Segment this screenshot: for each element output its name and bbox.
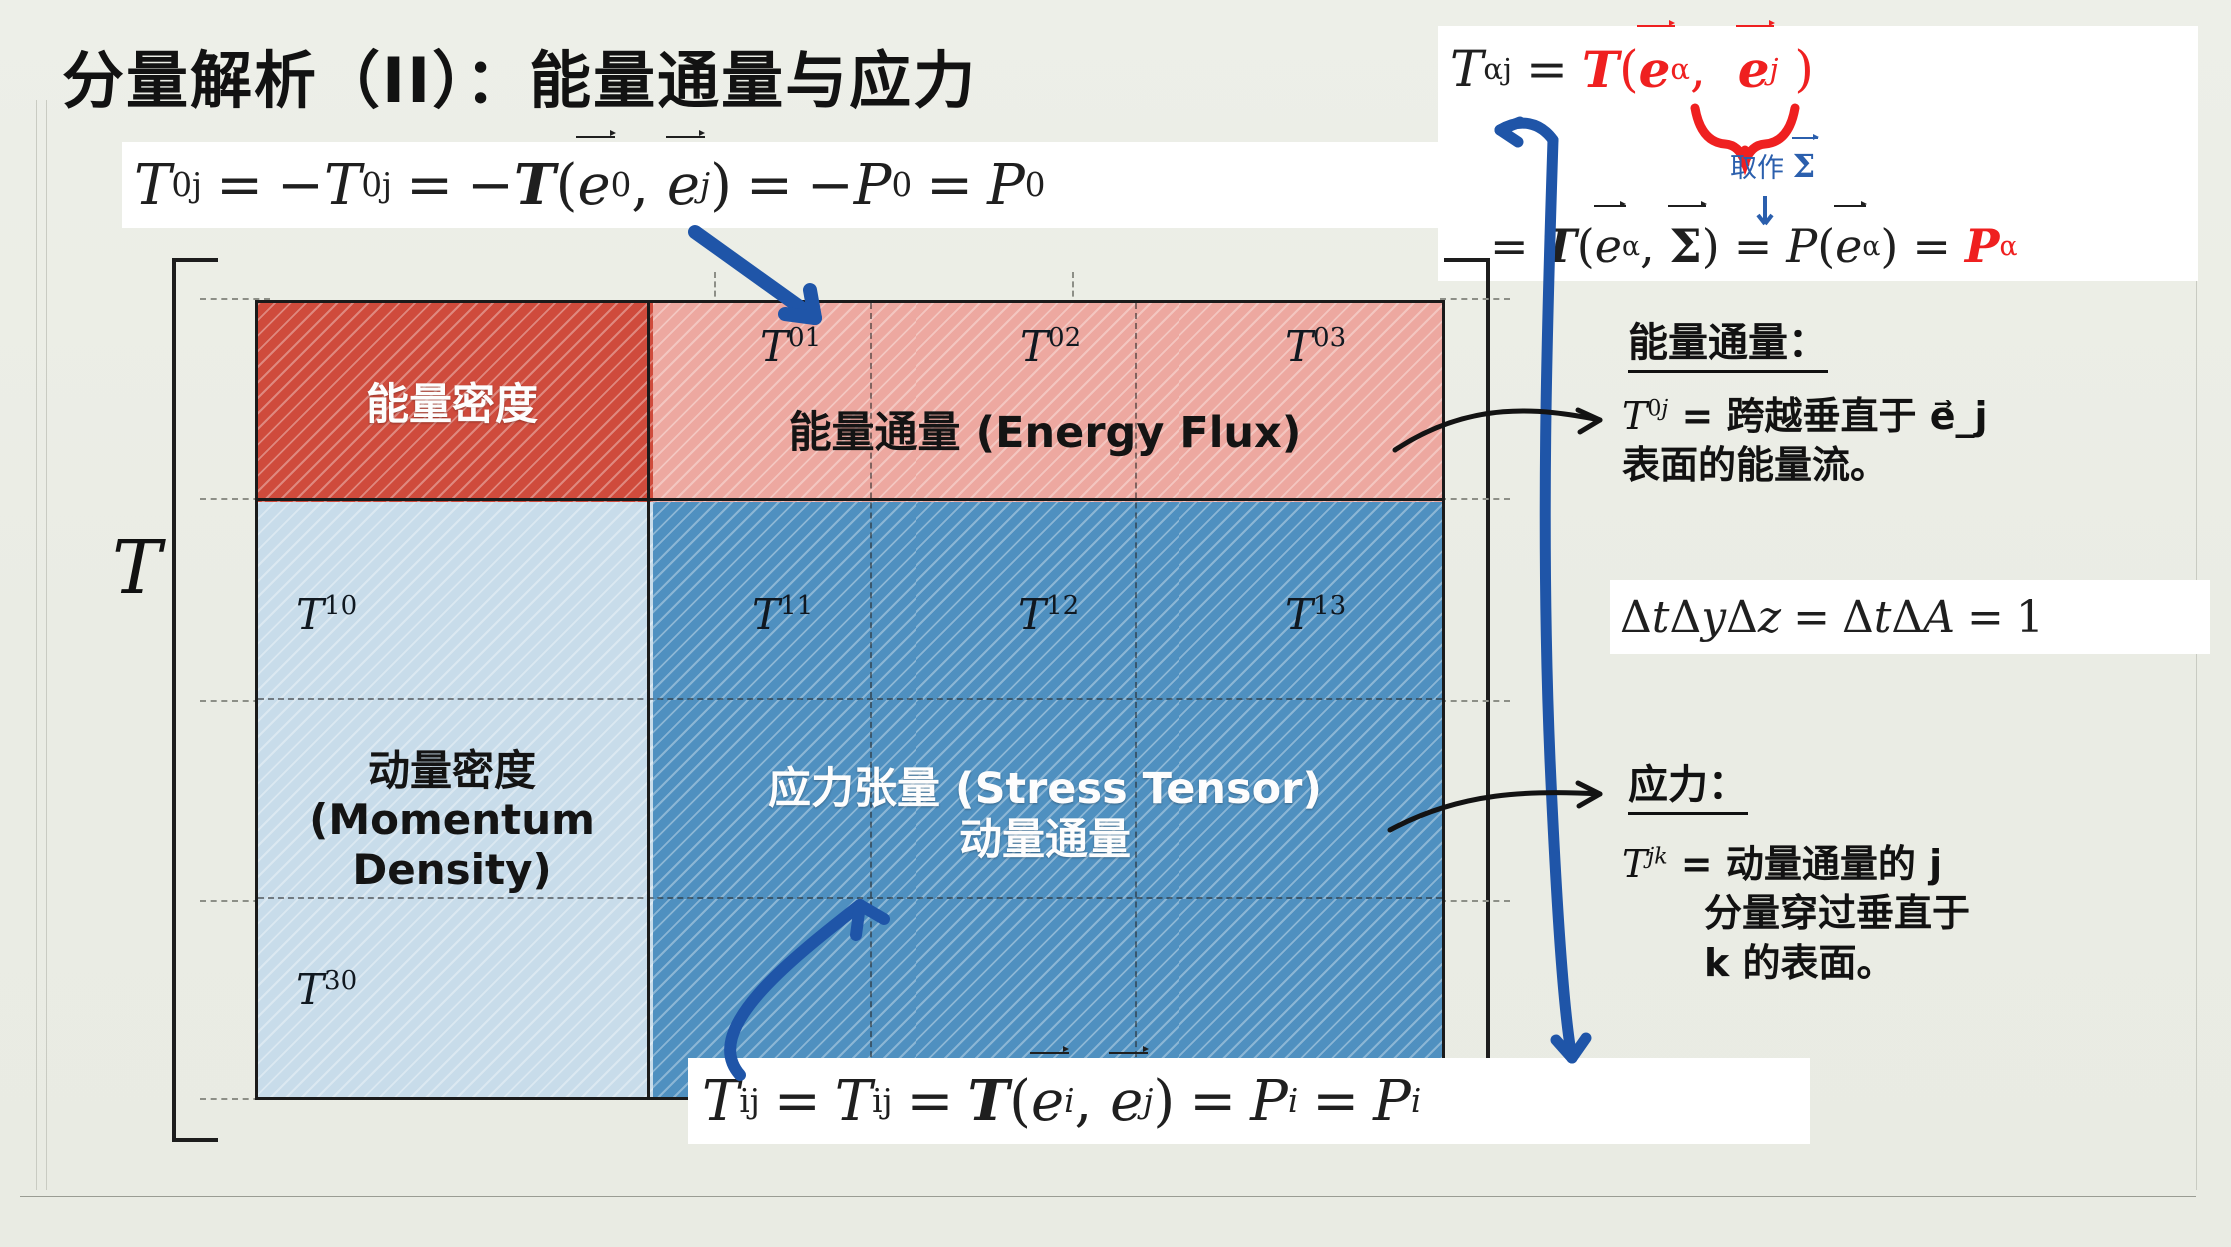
matrix-guide-col1 [870, 303, 872, 1097]
note-label: 取作 [1730, 153, 1784, 184]
matrix-guide-row3 [258, 897, 1442, 899]
side-note-2-line1: = 动量通量的 j [1680, 842, 1943, 886]
side-note-1-line1: = 跨越垂直于 e⃗_j [1681, 394, 1988, 438]
side-note-1-heading: 能量通量： [1628, 310, 1828, 373]
page-title: 分量解析（II）：能量通量与应力 [62, 44, 978, 117]
matrix-guide-col2 [1135, 303, 1137, 1097]
page-rule-left [36, 100, 37, 1190]
cell-T01[interactable] [653, 303, 916, 502]
cell-stress-tensor-block-r2c4[interactable] [1179, 501, 1442, 700]
cell-stress-tensor-block-r3c2[interactable] [653, 700, 916, 899]
tag-T11: T11 [752, 590, 814, 639]
matrix-bracket-left [172, 258, 218, 1142]
tick-mid3-right [1440, 900, 1510, 902]
stress-energy-tensor-matrix [255, 300, 1445, 1100]
cell-stress-tensor-block-r2c2[interactable] [653, 501, 916, 700]
tick-mid1-right [1440, 498, 1510, 500]
tick-col-guide-2 [1072, 272, 1074, 306]
tag-T10: T10 [296, 590, 358, 639]
side-note-1-heading-text: 能量通量： [1628, 320, 1828, 373]
tick-mid2-left [200, 700, 270, 702]
cell-T03[interactable] [1179, 303, 1442, 502]
tick-mid3-left [200, 900, 270, 902]
tag-T30: T30 [296, 965, 358, 1014]
tick-top-right [1440, 298, 1510, 300]
page-rule-left-2 [46, 100, 47, 1190]
cell-T00-energy-density[interactable] [258, 303, 653, 502]
side-note-2-body: Tjk = 动量通量的 j 分量穿过垂直于 k 的表面。 [1622, 840, 2202, 988]
matrix-sep-vertical [647, 303, 650, 1097]
annotation-note-qu-zuo: 取作 Σ [1730, 134, 1819, 185]
side-note-1-body: T0j = 跨越垂直于 e⃗_j 表面的能量流。 [1622, 392, 2182, 491]
cell-momentum-density-block[interactable] [258, 501, 653, 1097]
tag-T02: T02 [1020, 322, 1082, 371]
tag-T13: T13 [1285, 590, 1347, 639]
side-note-2-math: Tjk [1622, 842, 1668, 886]
tick-mid1-left [200, 498, 270, 500]
tag-T12: T12 [1018, 590, 1080, 639]
page-rule-bottom [20, 1196, 2196, 1197]
side-note-2-line3: k 的表面。 [1704, 940, 1895, 985]
tick-bottom-left [200, 1098, 270, 1100]
tick-top-left [200, 298, 270, 300]
side-note-2-heading-text: 应力： [1628, 762, 1748, 815]
tick-mid2-right [1440, 700, 1510, 702]
tag-T03: T03 [1285, 322, 1347, 371]
tag-T01: T01 [760, 322, 822, 371]
matrix-sep-horizontal [258, 498, 1442, 501]
cell-stress-tensor-block-r3c4[interactable] [1179, 700, 1442, 899]
matrix-label-T: T [112, 525, 162, 611]
side-note-2-heading: 应力： [1628, 752, 1748, 815]
side-note-2-line2: 分量穿过垂直于 [1704, 891, 1971, 936]
matrix-guide-row2 [258, 698, 1442, 700]
note-symbol: Σ [1791, 134, 1819, 185]
side-note-1-math: T0j [1622, 394, 1669, 438]
side-note-1-line2: 表面的能量流。 [1622, 443, 1889, 488]
cell-stress-tensor-block-r3c3[interactable] [916, 700, 1179, 899]
